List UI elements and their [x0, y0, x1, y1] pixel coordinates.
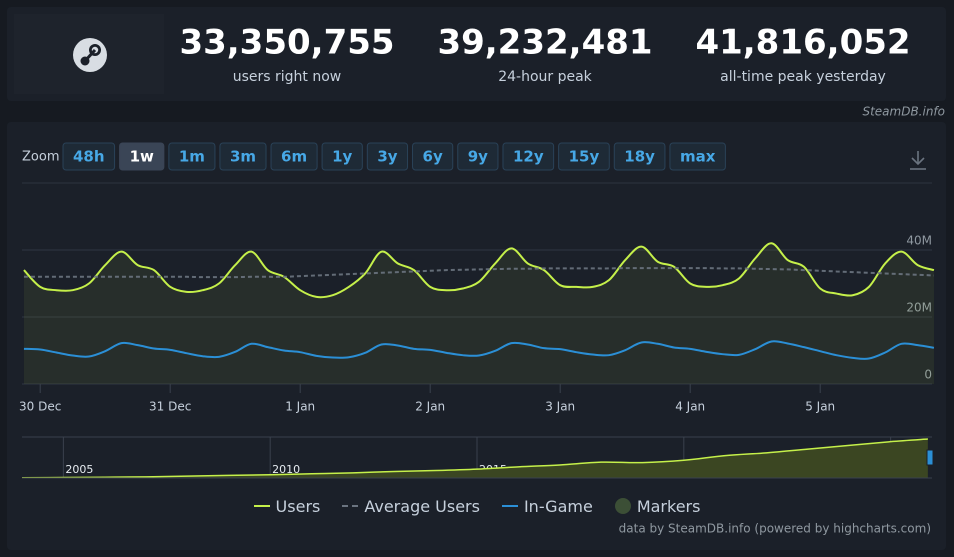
zoom-button[interactable] — [502, 142, 555, 171]
legend-swatch — [253, 505, 270, 507]
y-tick-label: 20M — [906, 301, 932, 315]
x-tick-label: 4 Jan — [675, 400, 705, 414]
x-tick-label: 31 Dec — [149, 400, 191, 414]
stat-label: 24-hour peak — [498, 69, 592, 85]
series-area — [23, 243, 934, 384]
zoom-button[interactable] — [119, 142, 165, 171]
legend-label: Markers — [636, 496, 701, 516]
zoom-button[interactable] — [321, 142, 363, 171]
legend-label: Average Users — [364, 496, 480, 516]
zoom-button[interactable] — [457, 142, 499, 171]
zoom-button[interactable] — [62, 142, 116, 171]
zoom-label: Zoom — [22, 150, 59, 165]
x-tick-label: 3 Jan — [545, 400, 575, 414]
series-line — [23, 267, 934, 279]
zoom-button[interactable] — [366, 142, 409, 171]
credits: data by SteamDB.info (powered by highcha… — [619, 522, 931, 536]
stat-value: 33,350,755 — [179, 23, 394, 63]
zoom-button-label[interactable]: 18y — [624, 148, 655, 166]
x-tick-label: 2005 — [65, 463, 93, 476]
steam-logo — [73, 38, 107, 72]
legend: Users Average Users In-Game Markers — [0, 494, 954, 518]
zoom-button-label[interactable]: 1m — [179, 148, 205, 166]
stat-label: users right now — [233, 69, 342, 85]
zoom-button[interactable] — [558, 142, 610, 171]
x-tick-label: 1 Jan — [285, 400, 315, 414]
zoom-button-label[interactable]: 1w — [130, 148, 154, 166]
zoom-button-label[interactable]: 3m — [230, 148, 256, 166]
series-line — [23, 340, 935, 360]
zoom-button-label[interactable]: 3y — [377, 148, 397, 166]
zoom-button-label[interactable]: 1y — [332, 148, 352, 166]
zoom-button-label[interactable]: 12y — [513, 148, 544, 166]
series-line — [23, 242, 935, 299]
zoom-button-label[interactable]: 48h — [73, 148, 105, 166]
legend-item[interactable]: Average Users — [342, 497, 480, 516]
legend-swatch — [614, 498, 631, 514]
zoom-button[interactable] — [613, 142, 666, 171]
legend-swatch — [342, 505, 359, 507]
y-tick-label: 0 — [924, 368, 932, 382]
stat-value: 41,816,052 — [695, 23, 910, 63]
x-tick-label: 2 Jan — [415, 400, 445, 414]
legend-item[interactable]: Users — [253, 496, 321, 516]
x-tick-label: 5 Jan — [805, 400, 835, 414]
zoom-button-label[interactable]: 9y — [468, 148, 488, 166]
legend-label: Users — [275, 496, 321, 516]
x-tick-label: 2010 — [272, 463, 300, 476]
zoom-button-label[interactable]: 15y — [569, 148, 600, 166]
zoom-button[interactable] — [168, 142, 216, 171]
legend-item[interactable]: Markers — [614, 496, 701, 516]
x-tick-label: 30 Dec — [19, 400, 61, 414]
stat-value: 39,232,481 — [437, 23, 652, 63]
legend-item[interactable]: In-Game — [501, 496, 593, 516]
zoom-button[interactable] — [270, 142, 318, 171]
zoom-button-label[interactable]: max — [680, 148, 716, 166]
series-area — [22, 439, 928, 478]
series-line — [21, 438, 928, 479]
source: SteamDB.info — [862, 105, 945, 119]
navigator-handle[interactable] — [926, 449, 934, 466]
y-tick-label: 40M — [906, 234, 932, 248]
stat-label: all-time peak yesterday — [720, 69, 886, 85]
download-icon[interactable] — [910, 151, 926, 170]
zoom-button[interactable] — [412, 142, 454, 171]
legend-swatch — [501, 505, 518, 507]
stats-panel — [7, 7, 946, 101]
zoom-button[interactable] — [669, 142, 726, 171]
chart-panel — [7, 122, 946, 550]
legend-label: In-Game — [523, 496, 593, 516]
zoom-button-label[interactable]: 6y — [423, 148, 443, 166]
zoom-button-label[interactable]: 6m — [281, 148, 307, 166]
zoom-button[interactable] — [219, 142, 267, 171]
